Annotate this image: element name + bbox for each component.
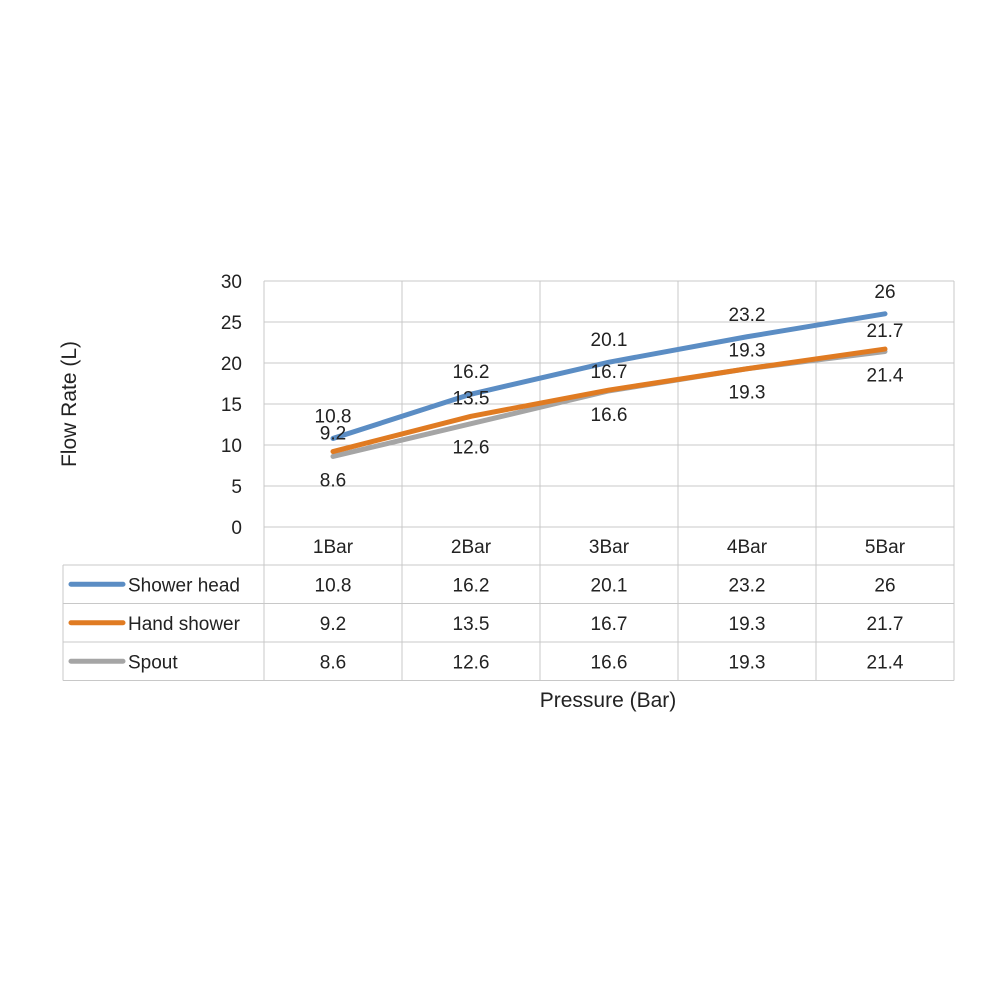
data-label: 9.2 [320, 424, 346, 445]
x-tick-label: 4Bar [727, 537, 768, 558]
table-cell: 16.6 [591, 652, 628, 673]
data-label: 16.6 [591, 405, 628, 426]
y-tick-label: 15 [221, 395, 242, 416]
data-label: 13.5 [453, 388, 490, 409]
data-label: 8.6 [320, 470, 346, 491]
table-cell: 10.8 [315, 575, 352, 596]
data-label: 16.2 [453, 362, 490, 383]
y-tick-label: 0 [231, 518, 242, 539]
table-cell: 13.5 [453, 614, 490, 635]
table-cell: 8.6 [320, 652, 346, 673]
table-cell: 16.2 [453, 575, 490, 596]
y-tick-label: 5 [231, 477, 242, 498]
x-tick-label: 1Bar [313, 537, 354, 558]
legend-label: Shower head [128, 575, 240, 596]
table-cell: 21.4 [867, 652, 904, 673]
data-label: 26 [874, 282, 895, 303]
table-cell: 23.2 [729, 575, 766, 596]
y-axis-title: Flow Rate (L) [58, 341, 81, 467]
y-tick-label: 20 [221, 354, 242, 375]
table-cell: 19.3 [729, 652, 766, 673]
x-tick-label: 5Bar [865, 537, 906, 558]
series-lines [330, 311, 888, 459]
series-line [330, 346, 888, 455]
table-cell: 19.3 [729, 614, 766, 635]
data-labels: 10.8 16.2 20.1 23.2 26 9.2 13.5 16.7 19.3 21.7 8.6… [315, 282, 904, 492]
data-table: 1Bar 2Bar 3Bar 4Bar 5Bar Shower head 10.8 16.2 2… [62, 537, 954, 681]
legend-label: Hand shower [128, 614, 241, 635]
x-tick-label: 3Bar [589, 537, 630, 558]
data-label: 20.1 [591, 330, 628, 351]
data-label: 10.8 [315, 406, 352, 427]
data-label: 19.3 [729, 383, 766, 404]
data-label: 19.3 [729, 341, 766, 362]
data-label: 21.4 [867, 366, 904, 387]
table-cell: 26 [874, 575, 895, 596]
y-tick-label: 10 [221, 436, 242, 457]
data-label: 23.2 [729, 305, 766, 326]
table-cell: 16.7 [591, 614, 628, 635]
table-cell: 9.2 [320, 614, 346, 635]
y-tick-label: 25 [221, 313, 242, 334]
grid: 0 5 10 15 20 25 30 [221, 272, 955, 681]
table-cell: 12.6 [453, 652, 490, 673]
legend-label: Spout [128, 652, 178, 673]
y-tick-label: 30 [221, 272, 242, 293]
x-tick-label: 2Bar [451, 537, 492, 558]
series-line [330, 311, 888, 441]
data-label: 21.7 [867, 321, 904, 342]
table-cell: 21.7 [867, 614, 904, 635]
data-label: 16.7 [591, 362, 628, 383]
x-axis-title: Pressure (Bar) [540, 689, 677, 712]
data-label: 12.6 [453, 438, 490, 459]
table-cell: 20.1 [591, 575, 628, 596]
